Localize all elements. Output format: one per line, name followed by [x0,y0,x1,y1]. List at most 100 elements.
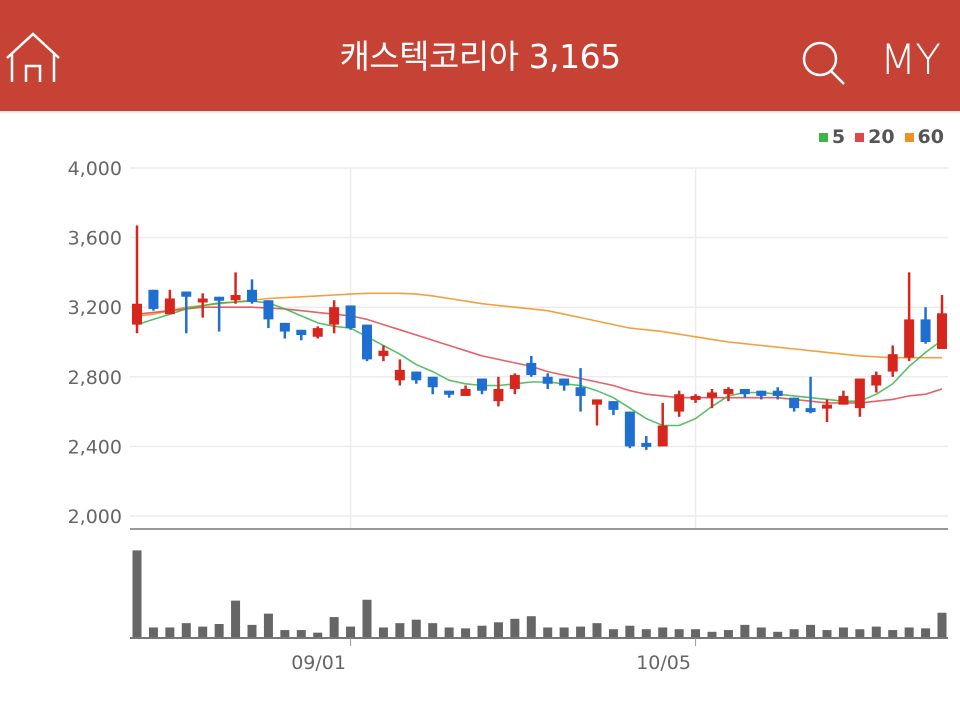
candle-body [148,289,159,309]
candle-body [739,388,750,395]
volume-bar [723,630,733,637]
volume-bar [707,631,717,637]
candle [263,300,274,329]
candle [296,329,307,341]
volume-bar [526,616,536,637]
candle-body [822,404,832,409]
volume-bar [198,626,208,637]
volume-bar [822,630,832,637]
candle [509,373,520,395]
search-button[interactable] [800,40,850,86]
candle [362,324,372,362]
moving-average-lines [136,292,943,427]
volume-bar [691,629,701,637]
y-tick-label: 2,800 [68,367,122,389]
candle [592,399,602,426]
candle-body [181,291,192,297]
chart-grid [130,167,948,530]
candle [854,378,865,417]
legend-label: 60 [917,126,944,148]
candle-body [575,387,586,396]
candle-body [690,395,701,400]
legend-item-ma60: 60 [904,126,944,148]
candle [707,388,717,409]
volume-bars [130,550,948,639]
volume-bar [313,632,323,637]
candle-body [345,305,356,329]
candle-body [805,408,816,413]
candle-body [477,378,487,391]
candle-body [263,300,274,320]
candle-body [559,378,570,386]
chart-legend: 5 20 60 [818,126,944,148]
candle [345,305,356,330]
candle [378,345,389,362]
candle [247,279,257,304]
y-tick-label: 2,400 [68,436,122,458]
legend-swatch [855,132,865,142]
volume-bar [346,626,356,637]
candle-body [132,303,142,325]
volume-bar [411,619,421,637]
candlesticks [132,225,947,450]
candle-body [723,388,734,395]
candle [427,376,438,395]
home-button[interactable] [4,30,62,86]
my-button[interactable]: MY [880,35,941,84]
candle [608,401,619,416]
candle-body [641,442,652,447]
candle-body [592,399,602,405]
app-header: 캐스텍코리아 3,165 MY [0,0,960,111]
volume-bar [789,629,799,637]
candle-body [920,319,931,342]
candle-body [526,362,537,376]
candle [394,359,405,386]
volume-bar [608,629,618,637]
volume-bar [181,623,191,637]
y-tick-label: 3,600 [68,228,122,250]
volume-bar [148,627,158,637]
candle [181,291,192,334]
candle [904,272,915,362]
candle [641,435,652,450]
candle [477,378,487,395]
ma20-line [136,306,943,404]
candle-body [164,298,175,315]
candle [542,373,553,389]
candle [148,289,159,311]
x-tick-label: 10/05 [636,652,691,674]
candle [214,296,225,332]
candle [871,371,882,393]
candle-body [904,319,915,358]
candle [197,293,208,318]
volume-bar [477,625,487,637]
volume-bar [888,630,898,637]
volume-bar [806,624,816,637]
candle-body [756,390,767,396]
volume-bar [658,627,668,637]
candle [559,378,570,391]
candle-body [394,369,405,381]
y-axis-labels: 4,000 3,600 3,200 2,800 2,400 2,000 [68,158,122,528]
candle [411,371,422,384]
volume-bar [362,599,372,637]
candle [822,399,832,423]
legend-item-ma20: 20 [855,126,895,148]
candle-body [460,388,471,396]
volume-bar [510,618,520,637]
candle [739,388,750,398]
volume-bar [247,624,257,637]
candle-body [493,388,504,402]
candle [444,390,455,398]
volume-bar [559,627,569,637]
candle-body [411,371,422,381]
candle [723,387,734,402]
x-tick-label: 09/01 [291,652,346,674]
candle-body [608,401,619,410]
volume-bar [444,627,454,637]
candle-body [657,425,668,447]
volume-bar [493,622,503,637]
volume-bar [674,629,684,637]
candle-body [707,392,717,398]
